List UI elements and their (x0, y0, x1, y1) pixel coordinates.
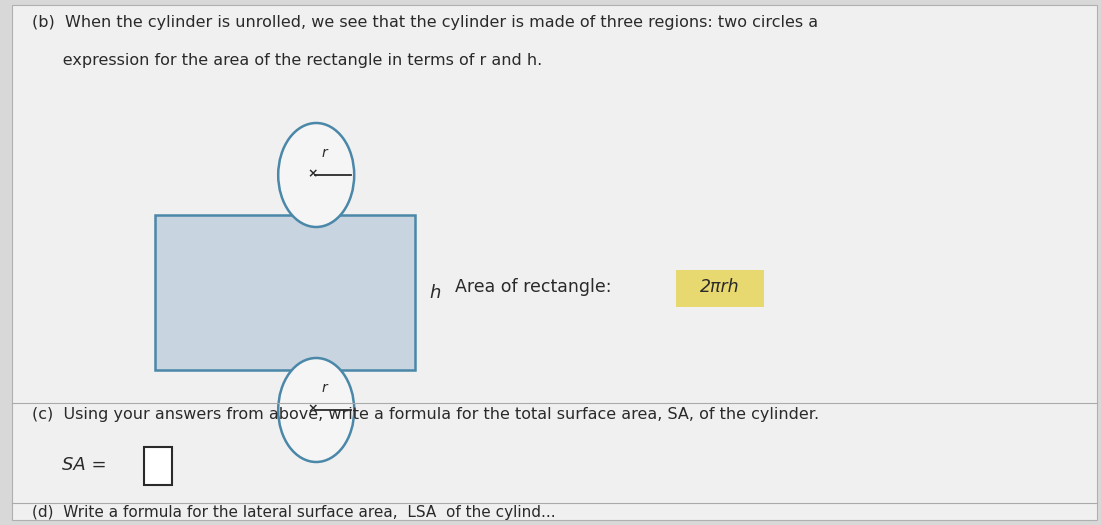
Ellipse shape (279, 358, 355, 462)
Text: 2πrh: 2πrh (700, 278, 740, 297)
Text: r: r (321, 146, 327, 160)
Bar (155, 215, 415, 370)
Text: r: r (321, 381, 327, 395)
Text: h: h (429, 284, 440, 301)
Text: SA =: SA = (62, 456, 107, 474)
Text: (d)  Write a formula for the lateral surface area,  LSA  of the cylind...: (d) Write a formula for the lateral surf… (32, 505, 556, 520)
Text: Area of rectangle:: Area of rectangle: (455, 278, 622, 297)
Text: expression for the area of the rectangle in terms of r and h.: expression for the area of the rectangle… (32, 53, 543, 68)
Text: (c)  Using your answers from above, write a formula for the total surface area, : (c) Using your answers from above, write… (32, 407, 819, 422)
Text: (b)  When the cylinder is unrolled, we see that the cylinder is made of three re: (b) When the cylinder is unrolled, we se… (32, 15, 818, 30)
Ellipse shape (279, 123, 355, 227)
Bar (144, 447, 172, 485)
Bar (676, 269, 764, 307)
Text: ×: × (307, 403, 317, 415)
Text: ×: × (307, 167, 317, 181)
